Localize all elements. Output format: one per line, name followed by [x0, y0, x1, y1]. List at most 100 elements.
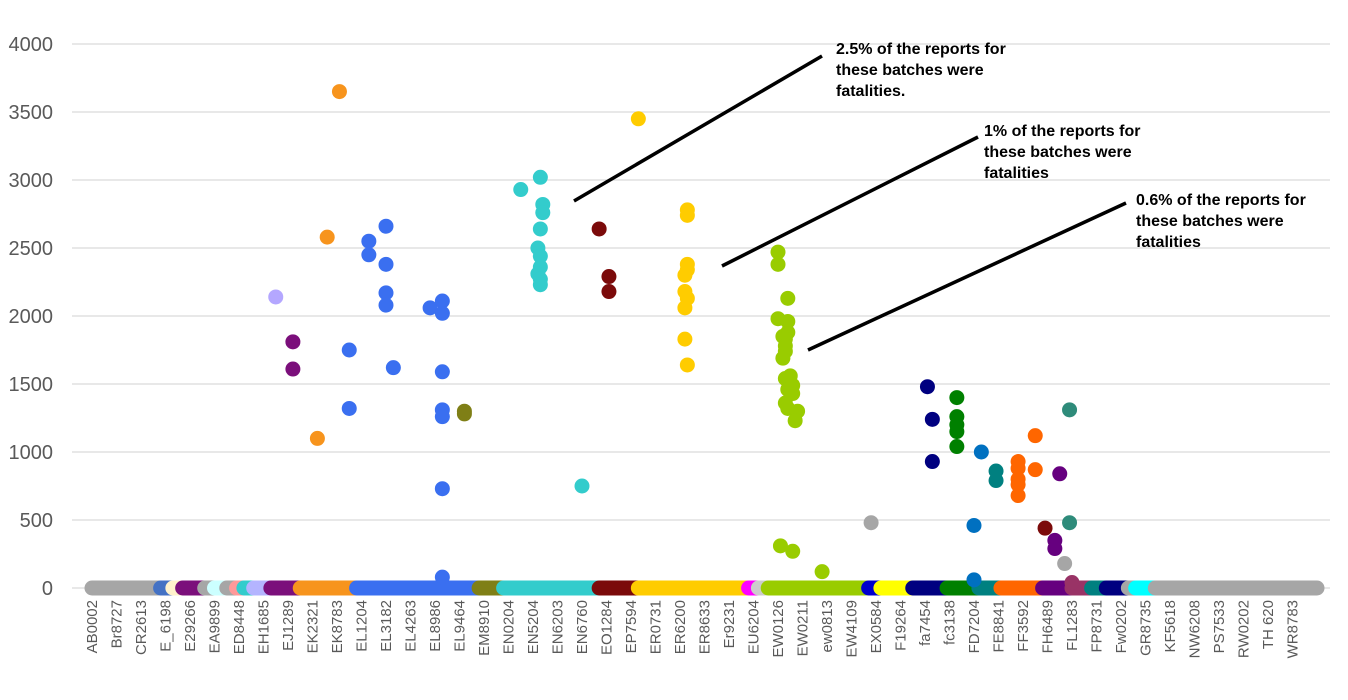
- data-point: [341, 400, 357, 416]
- data-point: [630, 111, 646, 127]
- data-point: [775, 350, 791, 366]
- data-point: [949, 390, 965, 406]
- x-tick-label: EL4263: [403, 600, 420, 652]
- data-point: [532, 277, 548, 293]
- x-tick-label: E29266: [182, 600, 199, 652]
- x-tick-label: E_6198: [158, 600, 175, 652]
- data-point: [1010, 477, 1026, 493]
- data-point: [949, 439, 965, 455]
- data-point: [309, 430, 325, 446]
- data-point: [1064, 575, 1080, 591]
- data-point: [949, 424, 965, 440]
- x-tick-label: EW0211: [795, 600, 812, 656]
- y-tick-label: 2000: [9, 306, 54, 328]
- data-point: [988, 473, 1004, 489]
- x-tick-label: EH1685: [256, 600, 273, 654]
- data-point: [679, 207, 695, 223]
- data-point: [601, 269, 617, 285]
- annotation-leader-line: [573, 54, 823, 203]
- y-tick-label: 2500: [9, 238, 54, 260]
- x-tick-label: KF5618: [1162, 600, 1179, 653]
- data-point: [770, 244, 786, 260]
- x-tick-label: EN6760: [574, 600, 591, 654]
- y-tick-label: 1000: [9, 442, 54, 464]
- data-point: [378, 218, 394, 234]
- x-tick-label: EW0126: [770, 600, 787, 658]
- data-point: [814, 564, 830, 580]
- data-point: [601, 284, 617, 300]
- x-tick-label: FE8841: [991, 600, 1008, 653]
- x-tick-label: ER6200: [672, 600, 689, 654]
- data-point: [1052, 466, 1068, 482]
- x-tick-label: PS7533: [1211, 600, 1228, 653]
- y-tick-label: 1500: [9, 374, 54, 396]
- data-point: [966, 572, 982, 588]
- y-tick-label: 3500: [9, 102, 54, 124]
- data-point: [513, 182, 529, 198]
- x-tick-label: EJ1289: [280, 600, 297, 651]
- data-point: [385, 360, 401, 376]
- data-point: [341, 342, 357, 358]
- x-tick-label: EL1204: [354, 600, 371, 652]
- x-tick-label: EA9899: [207, 600, 224, 653]
- x-tick-label: Fw0202: [1113, 600, 1130, 653]
- data-point: [785, 543, 801, 559]
- data-point: [532, 221, 548, 237]
- x-tick-label: Er9231: [721, 600, 738, 648]
- annotation-text: 1% of the reports for: [984, 123, 1140, 140]
- x-tick-label: TH 620: [1260, 600, 1277, 649]
- x-tick-label: EL3182: [378, 600, 395, 652]
- x-tick-label: WR8783: [1285, 600, 1302, 658]
- x-tick-label: EK2321: [305, 600, 322, 653]
- x-tick-label: CR2613: [133, 600, 150, 655]
- data-point: [591, 221, 607, 237]
- data-point: [966, 517, 982, 533]
- data-point: [679, 357, 695, 373]
- data-point: [677, 300, 693, 316]
- x-tick-label: Br8727: [109, 600, 126, 648]
- data-point: [772, 538, 788, 554]
- data-point: [574, 478, 590, 494]
- data-point: [434, 364, 450, 380]
- x-tick-label: EW4109: [844, 600, 861, 658]
- gridlines: [72, 43, 1330, 589]
- x-tick-label: EU6204: [746, 600, 763, 654]
- annotation-text: these batches were: [984, 144, 1132, 161]
- x-tick-label: EL9464: [452, 600, 469, 652]
- x-tick-label: EL8986: [427, 600, 444, 652]
- x-tick-label: EX0584: [868, 600, 885, 653]
- data-point: [1057, 556, 1073, 572]
- x-tick-label: FF3592: [1015, 600, 1032, 652]
- data-point: [924, 454, 940, 470]
- data-point: [456, 406, 472, 422]
- data-point: [378, 297, 394, 313]
- data-point: [677, 331, 693, 347]
- x-tick-label: F19264: [893, 600, 910, 651]
- data-point: [973, 444, 989, 460]
- x-tick-label: FP8731: [1089, 600, 1106, 653]
- x-tick-label: AB0002: [84, 600, 101, 653]
- annotation-leader-line: [807, 201, 1127, 352]
- data-point: [770, 256, 786, 272]
- data-point: [1027, 428, 1043, 444]
- data-point: [532, 169, 548, 185]
- data-point: [378, 285, 394, 301]
- data-point: [535, 205, 551, 221]
- data-point: [919, 379, 935, 395]
- annotation-text: these batches were: [836, 62, 984, 79]
- y-tick-label: 4000: [9, 34, 54, 56]
- annotation-text: fatalities: [984, 165, 1049, 182]
- x-tick-label: EK8783: [329, 600, 346, 653]
- y-tick-label: 0: [42, 578, 53, 600]
- data-point: [924, 411, 940, 427]
- y-axis-tick-labels: 0 500 1000 1500 2000 2500 3000 3500 4000: [9, 34, 54, 600]
- y-tick-label: 3000: [9, 170, 54, 192]
- annotation-text: these batches were: [1136, 213, 1284, 230]
- x-tick-label: FH6489: [1040, 600, 1057, 653]
- data-point: [780, 313, 796, 329]
- data-point: [434, 305, 450, 321]
- y-tick-label: 500: [20, 510, 53, 532]
- x-axis-tick-labels: AB0002 Br8727 CR2613 E_6198 E29266 EA9899 ED84…: [84, 600, 1302, 658]
- data-point: [319, 229, 335, 245]
